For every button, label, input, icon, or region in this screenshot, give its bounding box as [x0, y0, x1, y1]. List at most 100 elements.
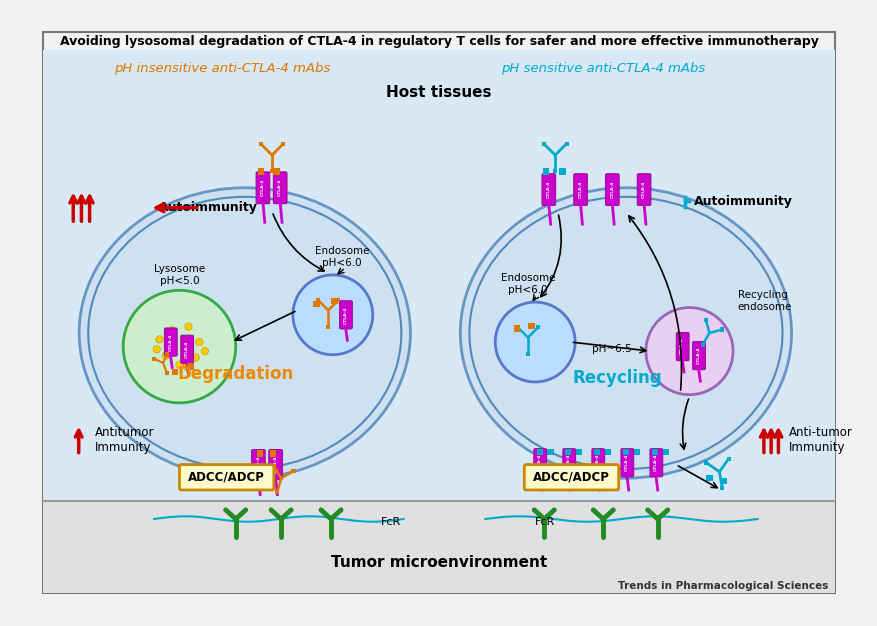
Text: Host tissues: Host tissues: [386, 85, 491, 100]
Bar: [332, 298, 338, 304]
Bar: [703, 318, 707, 322]
Bar: [513, 326, 520, 332]
FancyBboxPatch shape: [181, 336, 193, 363]
Bar: [547, 449, 553, 455]
Circle shape: [168, 327, 175, 334]
Text: ADCC/ADCP: ADCC/ADCP: [188, 471, 265, 484]
Circle shape: [610, 508, 615, 512]
Bar: [257, 451, 263, 457]
Bar: [564, 141, 568, 146]
Bar: [700, 342, 704, 347]
Bar: [553, 170, 557, 173]
Text: CTLA-4: CTLA-4: [537, 454, 541, 471]
FancyBboxPatch shape: [252, 449, 265, 480]
Bar: [633, 449, 639, 455]
Text: CTLA-4: CTLA-4: [168, 334, 172, 351]
Bar: [43, 501, 834, 593]
FancyBboxPatch shape: [273, 172, 287, 203]
Bar: [703, 461, 708, 464]
Text: Trends in Pharmacological Sciences: Trends in Pharmacological Sciences: [617, 581, 827, 591]
Text: Tumor microenvironment: Tumor microenvironment: [331, 555, 546, 570]
Bar: [528, 322, 534, 329]
Text: Autoimmunity: Autoimmunity: [159, 201, 257, 214]
Text: Recycling
endosome: Recycling endosome: [737, 290, 791, 312]
Bar: [575, 449, 581, 455]
Circle shape: [224, 508, 228, 512]
Text: CTLA-4: CTLA-4: [695, 347, 700, 364]
FancyBboxPatch shape: [562, 449, 575, 477]
FancyBboxPatch shape: [164, 328, 177, 356]
Text: CTLA-4: CTLA-4: [274, 456, 277, 473]
Circle shape: [645, 307, 732, 394]
FancyBboxPatch shape: [620, 449, 633, 477]
Bar: [604, 449, 610, 455]
Bar: [719, 486, 724, 490]
Bar: [651, 449, 658, 455]
Circle shape: [183, 363, 190, 370]
Bar: [542, 168, 549, 175]
Bar: [291, 469, 296, 473]
Text: Lysosome
pH<5.0: Lysosome pH<5.0: [153, 264, 205, 286]
Circle shape: [123, 290, 235, 403]
Bar: [258, 141, 262, 146]
Bar: [187, 363, 193, 370]
Bar: [720, 478, 726, 484]
FancyBboxPatch shape: [649, 449, 662, 477]
Bar: [525, 352, 530, 356]
Circle shape: [153, 346, 160, 353]
Bar: [316, 298, 320, 302]
Circle shape: [268, 508, 273, 512]
Bar: [172, 369, 178, 375]
Text: Endosome
pH<6.0: Endosome pH<6.0: [500, 274, 554, 295]
Circle shape: [318, 508, 323, 512]
Bar: [559, 168, 565, 175]
Circle shape: [293, 275, 373, 355]
FancyBboxPatch shape: [675, 332, 688, 361]
Text: CTLA-4: CTLA-4: [595, 454, 599, 471]
Text: Recycling: Recycling: [572, 369, 661, 387]
Text: Anti-tumor
Immunity: Anti-tumor Immunity: [788, 426, 852, 454]
Text: Degradation: Degradation: [177, 365, 294, 383]
Text: CTLA-4: CTLA-4: [680, 338, 683, 356]
Text: pH sensitive anti-CTLA-4 mAbs: pH sensitive anti-CTLA-4 mAbs: [501, 61, 704, 74]
Bar: [269, 170, 274, 173]
Text: CTLA-4: CTLA-4: [546, 181, 550, 198]
Text: CTLA-4: CTLA-4: [256, 456, 260, 473]
FancyBboxPatch shape: [256, 172, 269, 203]
FancyBboxPatch shape: [179, 464, 274, 490]
FancyBboxPatch shape: [268, 449, 282, 480]
Circle shape: [185, 323, 192, 331]
FancyBboxPatch shape: [605, 173, 618, 205]
Circle shape: [192, 354, 199, 361]
Text: Autoimmunity: Autoimmunity: [693, 195, 792, 208]
Ellipse shape: [79, 188, 410, 478]
Text: CTLA-4: CTLA-4: [610, 181, 614, 198]
FancyBboxPatch shape: [573, 173, 587, 205]
Bar: [313, 300, 319, 307]
Circle shape: [243, 508, 247, 512]
Bar: [269, 451, 275, 457]
Bar: [536, 449, 542, 455]
FancyBboxPatch shape: [541, 173, 555, 205]
Bar: [536, 326, 539, 329]
Text: Antitumor
Immunity: Antitumor Immunity: [95, 426, 154, 454]
FancyBboxPatch shape: [637, 173, 650, 205]
Bar: [726, 456, 730, 461]
Circle shape: [162, 352, 169, 359]
Text: FcR: FcR: [381, 516, 401, 526]
Text: Endosome
pH<6.0: Endosome pH<6.0: [314, 246, 368, 268]
Text: CTLA-4: CTLA-4: [343, 306, 347, 324]
Bar: [165, 371, 168, 375]
Bar: [593, 449, 599, 455]
Bar: [564, 449, 570, 455]
FancyBboxPatch shape: [339, 300, 352, 329]
FancyBboxPatch shape: [524, 464, 618, 490]
Bar: [326, 324, 330, 329]
Bar: [258, 168, 264, 175]
Text: pH~6.5: pH~6.5: [592, 344, 631, 354]
Bar: [705, 475, 712, 481]
Circle shape: [175, 361, 183, 368]
Bar: [152, 357, 156, 361]
Bar: [43, 50, 834, 501]
Circle shape: [201, 347, 208, 355]
